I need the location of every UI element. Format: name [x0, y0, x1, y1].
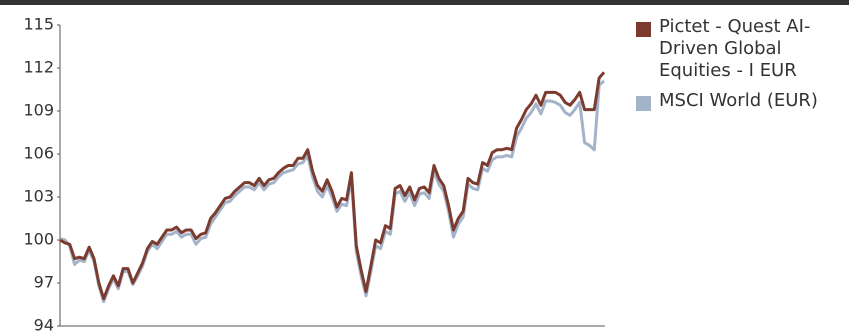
y-tick-label: 112 — [23, 58, 54, 77]
legend-item: MSCI World (EUR) — [636, 90, 846, 112]
y-tick-label: 115 — [23, 15, 54, 34]
y-tick-label: 106 — [23, 144, 54, 163]
legend-swatch — [636, 96, 651, 111]
y-tick-label: 109 — [23, 101, 54, 120]
legend-item: Pictet - Quest AI-Driven Global Equities… — [636, 16, 846, 82]
y-tick-label: 100 — [23, 230, 54, 249]
y-tick-label: 103 — [23, 187, 54, 206]
top-bar — [0, 0, 849, 5]
series-line — [59, 71, 606, 301]
y-tick-label: 97 — [34, 273, 54, 292]
series-line — [59, 79, 605, 304]
legend-label: MSCI World (EUR) — [659, 90, 818, 111]
legend: Pictet - Quest AI-Driven Global Equities… — [636, 16, 846, 120]
legend-label: Pictet - Quest AI-Driven Global Equities… — [659, 16, 811, 81]
legend-swatch — [636, 22, 651, 37]
y-tick-label: 94 — [34, 316, 54, 334]
